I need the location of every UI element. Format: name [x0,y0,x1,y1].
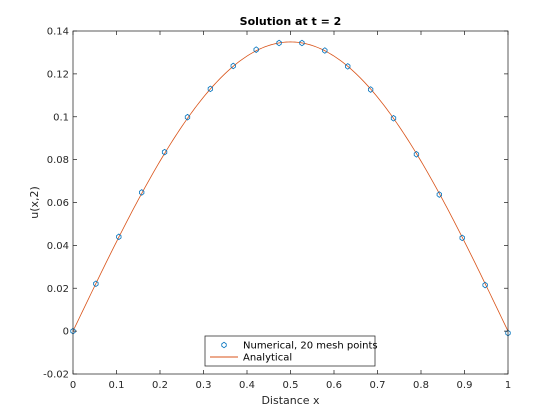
legend-marker-shape [221,341,227,349]
numerical-point [161,148,168,156]
numerical-point [93,280,99,288]
y-tick-label: 0.02 [47,284,69,295]
numerical-point [413,150,420,158]
x-tick-label: 0.8 [413,380,429,391]
numerical-point [116,233,122,241]
numerical-point [207,85,214,93]
y-tick-label: -0.02 [43,370,69,381]
x-tick-label: 0.6 [326,380,342,391]
y-axis-label: u(x,2) [28,186,41,219]
x-tick-label: 0.9 [457,380,473,391]
x-tick-label: 0.2 [152,380,168,391]
analytical-series [72,41,509,332]
axis-ticks: 0 0.1 0.2 0.3 0.4 0.5 0.6 0.7 0.8 0.9 1-0.0200.020… [43,27,511,392]
numerical-point [230,62,236,70]
y-tick-label: 0 [63,327,69,338]
y-tick-label: 0.1 [53,112,69,123]
x-tick-label: 1 [505,380,511,391]
legend-box [204,335,376,367]
analytical-line [72,41,509,332]
plot-area [73,31,508,374]
legend-marker-numerical [221,341,227,349]
numerical-point [184,113,191,121]
y-tick-label: 0.12 [47,69,69,80]
numerical-point [139,189,145,196]
x-tick-label: 0.3 [196,380,212,391]
chart-title: Solution at t = 2 [240,15,342,28]
numerical-point [390,114,397,122]
legend: Numerical, 20 mesh points Analytical [204,335,378,367]
y-tick-label: 0.08 [47,155,69,166]
x-tick-label: 0.5 [283,380,299,391]
numerical-point [482,281,488,289]
y-tick-label: 0.06 [47,198,69,209]
y-tick-label: 0.14 [47,27,69,38]
legend-label-analytical: Analytical [243,353,292,364]
x-tick-label: 0.7 [370,380,386,391]
numerical-point [276,39,282,47]
y-tick-label: 0.04 [47,241,69,252]
numerical-series [70,39,511,337]
x-axis-label: Distance x [261,394,320,407]
numerical-point [367,86,374,93]
numerical-point [345,63,351,70]
numerical-point [459,234,465,242]
x-tick-label: 0 [70,380,76,391]
numerical-point [253,46,259,53]
legend-label-numerical: Numerical, 20 mesh points [243,341,378,352]
x-tick-label: 0.1 [109,380,125,391]
x-tick-label: 0.4 [239,380,255,391]
numerical-point [322,47,328,54]
numerical-point [299,39,305,47]
numerical-point [436,191,442,198]
